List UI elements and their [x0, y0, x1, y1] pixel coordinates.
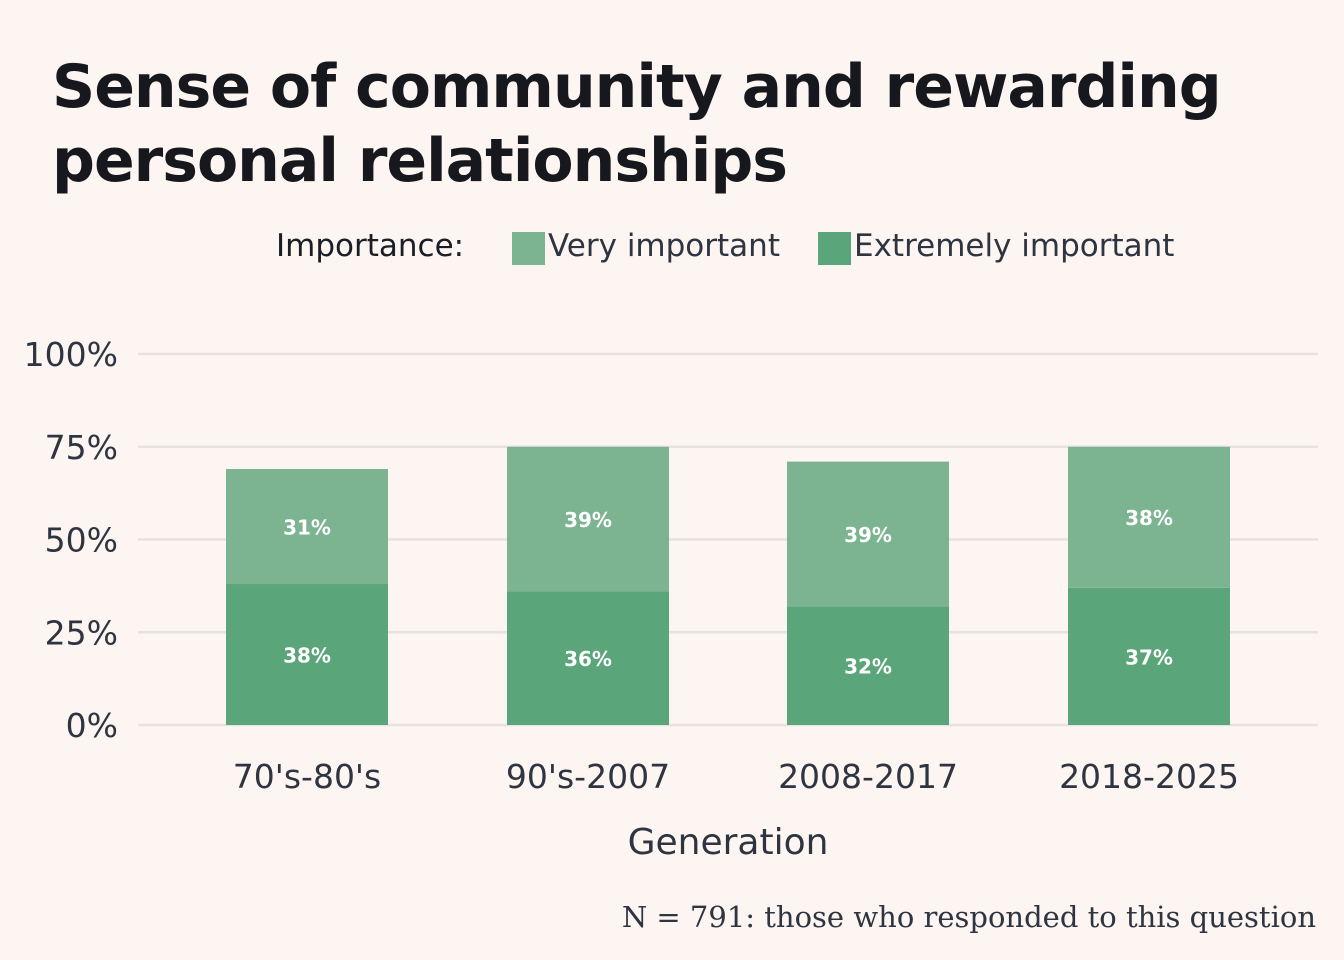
bar-data-label: 31%: [283, 516, 331, 540]
x-tick-label: 70's-80's: [233, 757, 381, 796]
legend-label-extremely-important: Extremely important: [854, 228, 1175, 264]
bar-data-label: 38%: [1125, 506, 1173, 530]
bar-data-label: 38%: [283, 644, 331, 668]
bar-data-label: 39%: [564, 508, 612, 532]
y-tick-label: 25%: [45, 613, 118, 652]
bar-very-important: [1068, 446, 1230, 588]
legend: Importance: Very important Extremely imp…: [0, 226, 1344, 270]
bar-extremely-important: [507, 591, 669, 725]
bar-very-important: [226, 469, 388, 585]
bar-extremely-important: [226, 584, 388, 725]
x-tick-label: 2008-2017: [778, 757, 958, 796]
bar-data-label: 39%: [844, 523, 892, 547]
y-tick-label: 50%: [45, 521, 118, 560]
x-tick-label: 90's-2007: [506, 757, 670, 796]
legend-title: Importance:: [276, 228, 465, 264]
legend-label-very-important: Very important: [548, 228, 780, 264]
legend-swatch-extremely-important: [818, 232, 851, 265]
y-tick-label: 75%: [45, 428, 118, 467]
x-tick-label: 2018-2025: [1059, 757, 1239, 796]
chart-title: Sense of community and rewarding persona…: [52, 52, 1222, 196]
bar-very-important: [787, 461, 949, 607]
bar-data-label: 37%: [1125, 645, 1173, 669]
bar-extremely-important: [787, 606, 949, 725]
x-axis-title: Generation: [627, 822, 829, 863]
y-tick-label: 100%: [24, 335, 118, 374]
bar-data-label: 36%: [564, 647, 612, 671]
chart-caption: N = 791: those who responded to this que…: [621, 900, 1316, 934]
legend-swatch-very-important: [512, 232, 545, 265]
bar-very-important: [507, 446, 669, 592]
y-tick-label: 0%: [66, 706, 118, 745]
bar-extremely-important: [1068, 587, 1230, 725]
bar-data-label: 32%: [844, 655, 892, 679]
